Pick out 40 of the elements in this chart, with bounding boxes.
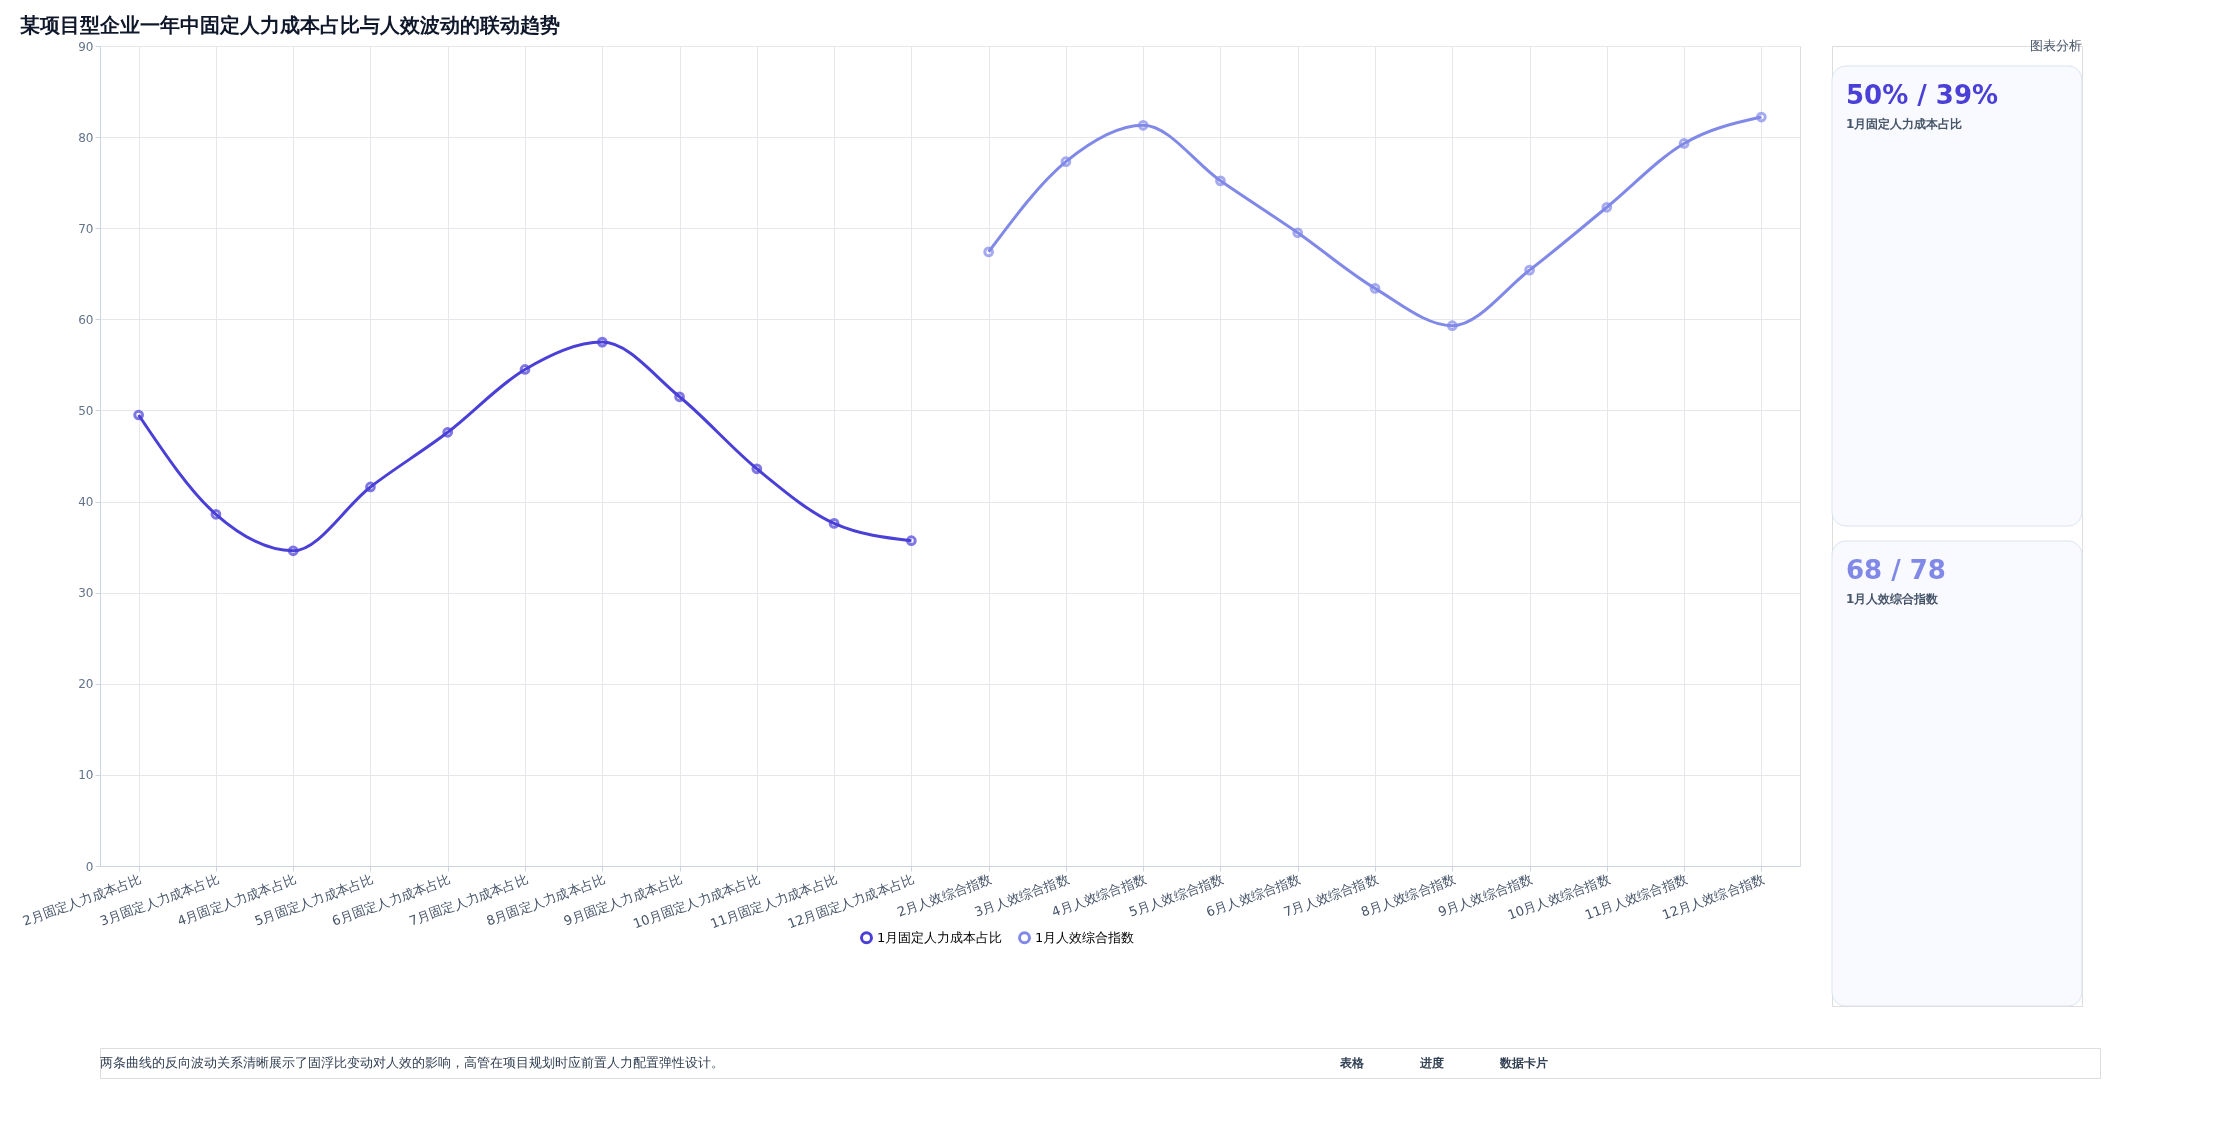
- point: [287, 545, 299, 557]
- y-tick-label: 20: [78, 677, 94, 692]
- chart-title: 某项目型企业一年中固定人力成本占比与人效波动的联动趋势: [19, 12, 561, 37]
- y-tick-label: 90: [78, 39, 94, 54]
- y-tick-label: 10: [78, 768, 94, 783]
- y-tick-label: 70: [78, 221, 94, 236]
- point: [1601, 201, 1613, 213]
- text: 两条曲线的反向波动关系清晰展示了固浮比变动对人效的影响，高管在项目规划时应前置人力配置弹性设计。: [100, 1055, 724, 1070]
- y-tick-label: 0: [85, 859, 94, 874]
- point: [442, 426, 454, 438]
- point: [210, 508, 222, 520]
- point: [1137, 119, 1149, 131]
- point: [1446, 320, 1458, 332]
- point: [596, 336, 608, 348]
- point: [751, 463, 763, 475]
- y-tick-label: 40: [78, 495, 94, 510]
- y-tick-label: 30: [78, 586, 94, 601]
- point: [519, 364, 531, 375]
- text: 1月固定人力成本占比: [1846, 117, 1963, 131]
- point: [674, 391, 685, 403]
- y-tick-label: 60: [78, 312, 94, 327]
- point: [1060, 156, 1072, 168]
- text: 50% / 39%: [1846, 80, 1999, 110]
- point: [1369, 282, 1381, 294]
- legend-label: 1月固定人力成本占比: [877, 929, 1003, 945]
- text: 1月人效综合指数: [1846, 592, 1940, 606]
- text: 68 / 78: [1846, 555, 1946, 585]
- text: 数据卡片: [1499, 1056, 1548, 1070]
- text: 图表分析: [2030, 38, 2082, 53]
- point: [1678, 138, 1690, 149]
- point: [365, 481, 376, 493]
- y-tick-label: 50: [78, 403, 94, 418]
- text: 进度: [1419, 1056, 1444, 1070]
- y-tick-label: 80: [78, 130, 94, 145]
- point: [828, 518, 840, 529]
- point: [1524, 264, 1535, 276]
- legend-label: 1月人效综合指数: [1035, 929, 1135, 945]
- point: [1292, 227, 1304, 239]
- text: 表格: [1339, 1056, 1365, 1070]
- point: [1215, 175, 1226, 187]
